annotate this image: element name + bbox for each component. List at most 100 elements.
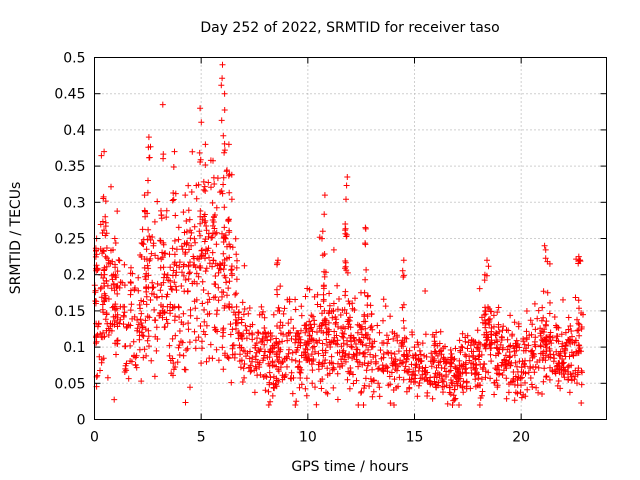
data-point [368,310,375,317]
data-point [303,322,310,329]
data-point [459,330,466,337]
data-point [221,305,228,311]
data-point [493,344,500,351]
data-point [247,362,254,369]
data-point [212,273,219,279]
data-point [228,263,235,270]
data-point [209,263,216,270]
x-tick-label: 20 [512,430,530,446]
data-point [298,303,305,310]
data-point [197,159,204,165]
data-point [219,327,226,333]
data-point [481,312,488,318]
data-point [220,366,227,373]
data-point [219,333,226,340]
data-point [380,351,387,357]
data-point [362,241,369,248]
data-point [565,314,572,321]
data-point [199,216,206,223]
data-point [206,260,213,267]
data-point [353,341,359,347]
data-point [327,339,334,346]
data-point [109,304,116,311]
data-point [152,317,159,324]
data-point [384,349,391,356]
data-point [205,290,212,297]
data-point [219,61,226,68]
data-point [206,254,212,261]
data-point [501,357,507,364]
data-point [491,339,498,346]
data-point [568,349,575,356]
data-point [482,304,488,311]
data-point [210,157,216,164]
data-point [200,186,207,193]
data-point [236,342,243,349]
data-point [179,246,186,253]
data-point [522,379,528,386]
data-point [460,389,467,396]
data-point [145,177,151,184]
data-point [298,327,304,334]
data-point [278,330,284,337]
data-point [468,360,475,367]
data-point [550,358,557,365]
data-point [427,374,434,381]
data-point [342,352,348,359]
data-point [406,384,413,391]
data-point [212,230,219,237]
data-point [498,337,505,343]
data-point [506,354,513,361]
data-point [518,394,525,401]
data-point [416,347,423,354]
data-point [560,370,567,377]
data-point [145,226,152,233]
data-point [171,237,178,244]
data-point [474,327,481,334]
data-point [123,360,130,367]
data-point [545,353,552,360]
data-point [269,392,276,399]
data-point [531,369,538,376]
data-point [279,359,286,366]
data-point [233,290,240,297]
data-point [98,152,105,159]
data-point [284,363,290,370]
data-point [212,260,219,267]
data-point [559,340,566,347]
data-point [335,360,341,367]
data-point [476,402,483,408]
data-point [476,382,482,389]
data-point [211,225,218,232]
data-point [335,323,341,330]
data-point [374,322,381,329]
data-point [337,312,344,318]
data-point [134,325,141,332]
data-point [102,198,109,205]
data-point [531,338,538,345]
data-point [344,174,351,180]
data-point [186,269,193,276]
data-point [94,372,101,379]
data-point [262,329,268,336]
data-point [185,320,192,327]
data-point [516,344,523,351]
data-point [311,343,318,350]
data-point [276,308,283,314]
data-point [385,350,392,357]
data-point [494,362,501,369]
data-point [221,224,228,231]
data-point [524,386,531,393]
data-point [470,354,477,361]
data-point [127,358,134,364]
data-point [140,333,147,340]
data-point [247,323,254,330]
data-point [503,375,510,382]
data-point [320,282,327,289]
data-point [292,357,299,364]
data-point [102,253,109,260]
data-point [345,323,352,330]
data-point [575,320,582,327]
data-point [152,333,159,340]
data-point [260,374,267,380]
